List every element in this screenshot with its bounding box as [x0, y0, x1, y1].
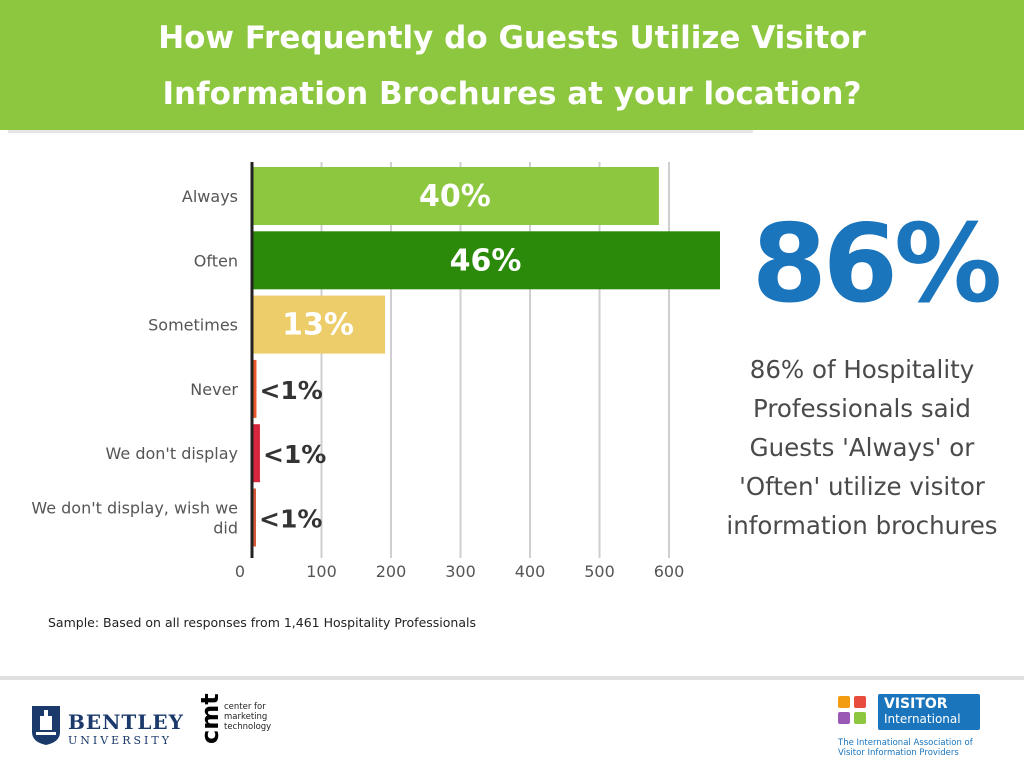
- bentley-logo: BENTLEY UNIVERSITY: [30, 704, 183, 750]
- footer-divider: [0, 676, 1024, 680]
- header-banner: How Frequently do Guests Utilize Visitor…: [0, 0, 1024, 130]
- category-labels: Always Often Sometimes Never We don't displa…: [31, 187, 238, 538]
- book-tile-icon: [854, 696, 866, 708]
- bar: [253, 424, 260, 483]
- highlight-percent: 86%: [751, 202, 1003, 327]
- bar: [253, 231, 720, 290]
- data-label: <1%: [263, 440, 326, 469]
- bar: [253, 295, 386, 354]
- category-label: We don't display: [106, 444, 238, 463]
- visitor-title: VISITOR: [884, 696, 948, 712]
- category-label: Often: [194, 251, 238, 270]
- x-tick-label: 600: [654, 562, 685, 581]
- x-tick-label: 100: [306, 562, 337, 581]
- visitor-subtitle: International: [884, 712, 961, 726]
- tick-labels: 0 100 200 300 400 500 600: [235, 562, 684, 581]
- cmt-logo: cmt center for marketing technology: [196, 693, 286, 750]
- x-tick-label: 200: [376, 562, 407, 581]
- bentley-subtitle: UNIVERSITY: [68, 734, 172, 747]
- pin-tile-icon: [854, 712, 866, 724]
- header-divider: [8, 130, 753, 133]
- data-label: 13%: [282, 308, 354, 343]
- bar: [253, 488, 256, 547]
- bar: [253, 167, 659, 225]
- visitor-tagline-1: The International Association of: [838, 738, 973, 748]
- bentley-name: BENTLEY: [68, 710, 184, 734]
- page-title-line-1: How Frequently do Guests Utilize Visitor: [158, 20, 866, 56]
- info-tile-icon: [838, 696, 850, 708]
- visitor-wordmark: VISITOR International: [878, 694, 980, 730]
- visitor-international-logo: VISITOR International The International …: [836, 694, 986, 760]
- grid-lines: [320, 162, 670, 558]
- bentley-crest-icon: [32, 706, 60, 745]
- cmt-line-2: marketing: [224, 712, 268, 722]
- sample-footnote: Sample: Based on all responses from 1,46…: [48, 615, 476, 630]
- cmt-mark: cmt: [196, 693, 224, 744]
- data-label: <1%: [259, 505, 322, 534]
- category-label: We don't display, wish we did: [31, 499, 238, 538]
- category-label: Always: [182, 187, 238, 206]
- data-label: 46%: [450, 243, 522, 278]
- page-title-line-2: Information Brochures at your location?: [162, 76, 862, 112]
- cmt-line-1: center for: [224, 702, 266, 712]
- bar: [253, 359, 257, 418]
- search-tile-icon: [838, 712, 850, 724]
- visitor-tagline-2: Visitor Information Providers: [838, 748, 959, 758]
- category-label: Never: [190, 380, 238, 399]
- data-label: 40%: [419, 179, 491, 214]
- x-tick-label: 500: [584, 562, 615, 581]
- cmt-line-3: technology: [224, 722, 272, 732]
- x-tick-label: 0: [235, 562, 245, 581]
- x-tick-label: 300: [445, 562, 476, 581]
- frequency-bar-chart: Always Often Sometimes Never We don't displa…: [31, 162, 720, 581]
- bars: [253, 167, 720, 547]
- x-tick-label: 400: [515, 562, 546, 581]
- category-label: Sometimes: [148, 316, 238, 335]
- highlight-summary: 86% of Hospitality Professionals said Gu…: [726, 355, 998, 540]
- data-labels: 40% 46% 13% <1% <1% <1%: [259, 179, 521, 534]
- data-label: <1%: [259, 376, 322, 405]
